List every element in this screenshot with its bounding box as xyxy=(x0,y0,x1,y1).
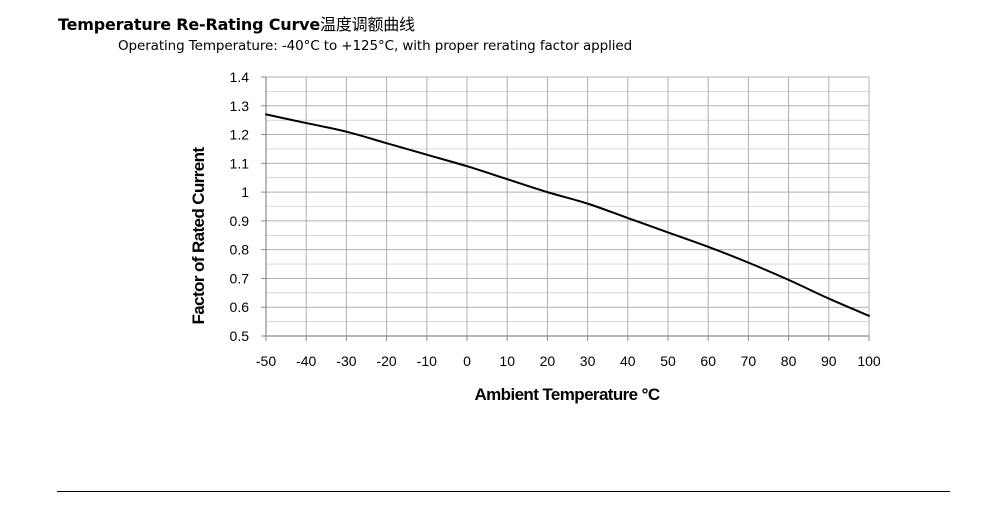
series-line-0 xyxy=(265,113,870,317)
document-title: Temperature Re-Rating Curve温度调额曲线 xyxy=(58,11,415,35)
chart-grid xyxy=(266,76,870,336)
document-subtitle: Operating Temperature: -40°C to +125°C, … xyxy=(118,38,633,54)
x-tick-label: 10 xyxy=(499,353,515,369)
x-tick-label: -20 xyxy=(376,353,396,369)
x-tick-label: 30 xyxy=(580,353,596,369)
y-tick-label: 0.7 xyxy=(230,270,250,286)
x-tick-label: 60 xyxy=(700,353,716,369)
chart-series-layer xyxy=(265,113,870,317)
x-tick-labels: -50 -40 -30 -20 -10 0 10 20 30 40 50 60 70 80 90 100 xyxy=(256,353,881,369)
y-tick-label: 1.4 xyxy=(230,69,250,85)
x-tick-label: -50 xyxy=(256,353,276,369)
y-tick-label: 1.1 xyxy=(230,155,250,171)
x-tick-label: -40 xyxy=(296,353,316,369)
y-tick-label: 0.6 xyxy=(230,299,250,315)
x-tick-label: 80 xyxy=(781,353,797,369)
document-title-cn: 温度调额曲线 xyxy=(320,15,415,34)
y-tick-label: 1 xyxy=(241,184,249,200)
x-tick-label: -10 xyxy=(417,353,437,369)
y-tick-label: 1.2 xyxy=(230,127,250,143)
x-tick-label: 20 xyxy=(540,353,556,369)
x-tick-label: 50 xyxy=(660,353,676,369)
x-tick-label: 0 xyxy=(463,353,471,369)
x-tick-label: -30 xyxy=(336,353,356,369)
y-tick-label: 0.8 xyxy=(230,242,250,258)
y-tick-label: 0.9 xyxy=(230,213,250,229)
y-axis-title: Factor of Rated Current xyxy=(189,147,208,325)
y-tick-labels: 0.5 0.6 0.7 0.8 0.9 1 1.1 1.2 1.3 1.4 xyxy=(230,69,250,344)
x-tick-label: 40 xyxy=(620,353,636,369)
x-tick-label: 100 xyxy=(857,353,881,369)
y-tick-label: 0.5 xyxy=(230,328,250,344)
x-tick-label: 70 xyxy=(741,353,757,369)
y-tick-label: 1.3 xyxy=(230,98,250,114)
document-title-en: Temperature Re-Rating Curve xyxy=(58,15,321,34)
chart-axes xyxy=(261,76,870,341)
footer-divider xyxy=(57,491,950,492)
x-axis-title: Ambient Temperature °C xyxy=(474,385,659,404)
x-tick-label: 90 xyxy=(821,353,837,369)
